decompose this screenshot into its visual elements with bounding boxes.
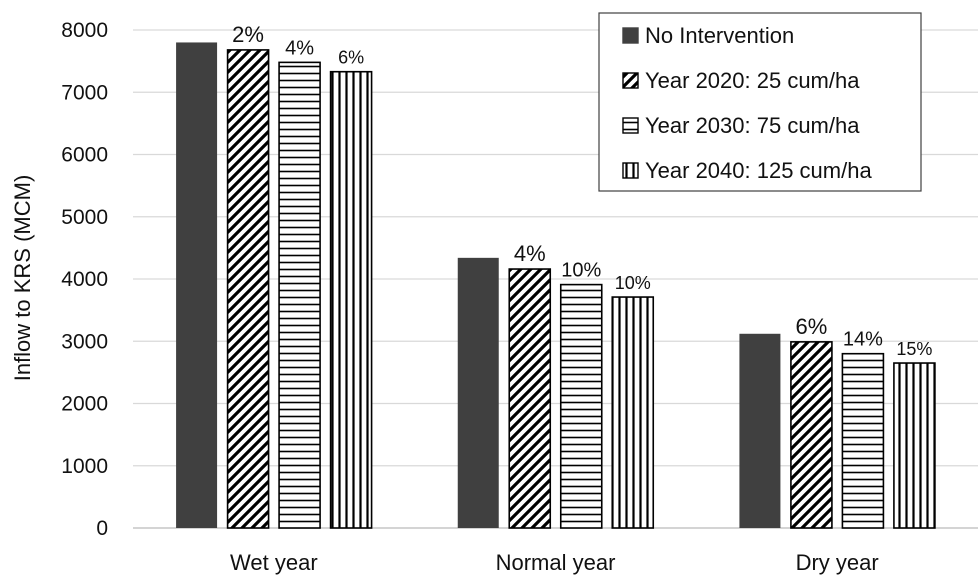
- data-label: 2%: [232, 22, 264, 47]
- bar: [559, 283, 603, 529]
- gridlines: [133, 29, 978, 529]
- bar: [329, 70, 373, 529]
- data-labels: 2% 4% 6% 4% 10% 10% 6% 14% 15%: [232, 22, 932, 359]
- data-label: 4%: [514, 241, 546, 266]
- legend-swatch: [622, 117, 639, 134]
- legend-box: [598, 12, 922, 192]
- y-axis-title: Inflow to KRS (MCM): [10, 175, 35, 382]
- data-label: 6%: [338, 48, 364, 68]
- data-label: 6%: [796, 314, 828, 339]
- bar: [739, 333, 781, 528]
- y-tick-label: 4000: [61, 268, 108, 291]
- bar: [176, 42, 218, 528]
- data-label: 15%: [896, 339, 932, 359]
- data-label: 10%: [615, 273, 651, 293]
- legend-swatch: [622, 27, 639, 44]
- y-tick-label: 3000: [61, 330, 108, 353]
- legend: No Intervention Year 2020: 25 cum/ha Year …: [598, 12, 922, 192]
- x-category-label: Dry year: [796, 550, 879, 575]
- bar: [508, 268, 552, 529]
- x-axis-categories: Wet year Normal year Dry year: [230, 550, 879, 575]
- bar: [457, 257, 499, 528]
- data-label: 4%: [285, 37, 314, 59]
- legend-swatch: [622, 72, 639, 89]
- bar: [278, 61, 321, 529]
- y-tick-label: 6000: [61, 144, 108, 167]
- bars: [176, 42, 936, 529]
- bar: [893, 362, 936, 529]
- legend-label: Year 2040: 125 cum/ha: [645, 158, 872, 183]
- x-category-label: Normal year: [496, 550, 616, 575]
- y-tick-label: 8000: [61, 19, 108, 42]
- y-tick-label: 0: [96, 517, 108, 540]
- bar: [841, 352, 885, 529]
- y-tick-label: 1000: [61, 455, 108, 478]
- bar: [226, 49, 270, 529]
- bar: [611, 296, 655, 529]
- y-tick-label: 7000: [61, 81, 108, 104]
- legend-label: Year 2020: 25 cum/ha: [645, 68, 860, 93]
- legend-label: No Intervention: [645, 23, 794, 48]
- y-tick-label: 5000: [61, 206, 108, 229]
- legend-swatch: [622, 162, 639, 179]
- x-category-label: Wet year: [230, 550, 318, 575]
- data-label: 14%: [843, 329, 883, 351]
- legend-label: Year 2030: 75 cum/ha: [645, 113, 860, 138]
- y-axis-ticks: 0 1000 2000 3000 4000 5000 6000 7000 8000: [61, 19, 108, 540]
- y-tick-label: 2000: [61, 393, 108, 416]
- data-label: 10%: [561, 260, 601, 282]
- bar: [790, 341, 833, 529]
